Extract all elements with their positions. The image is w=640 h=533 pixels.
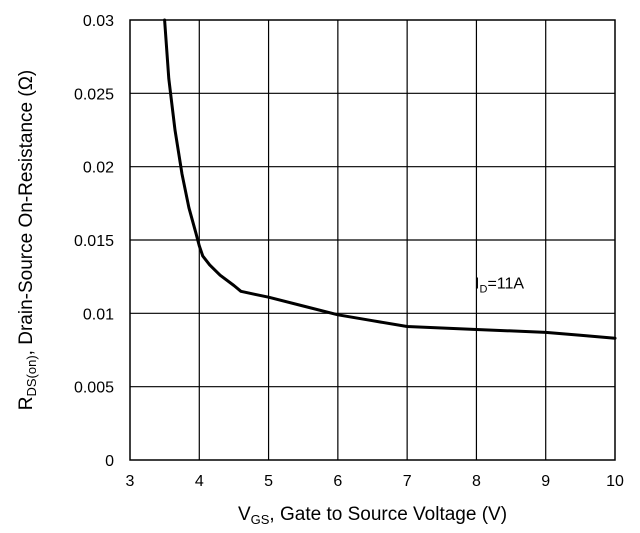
annotation: ID=11A xyxy=(475,275,524,295)
y-axis-label-rest: , Drain-Source On-Resistance (Ω) xyxy=(16,70,37,356)
y-tick-label: 0.025 xyxy=(74,86,114,103)
y-tick-label: 0.02 xyxy=(83,160,114,177)
x-axis-label-sub: GS xyxy=(251,512,270,527)
x-tick-label: 7 xyxy=(403,473,412,490)
y-tick-labels: 0 0.005 0.01 0.015 0.02 0.025 0.03 xyxy=(74,13,114,470)
y-axis-label-main: R xyxy=(16,397,37,411)
x-tick-label: 5 xyxy=(264,473,273,490)
y-tick-label: 0.01 xyxy=(83,306,114,323)
x-tick-label: 6 xyxy=(333,473,342,490)
annotation-main: I xyxy=(475,275,479,292)
y-tick-label: 0.03 xyxy=(83,13,114,30)
series-group xyxy=(163,18,617,340)
x-axis-label-main: V xyxy=(238,504,251,525)
x-tick-label: 10 xyxy=(606,473,624,490)
annotation-sub: D xyxy=(479,283,487,295)
y-axis-label-sub: DS(on) xyxy=(24,355,39,396)
series-line xyxy=(163,18,617,340)
x-tick-label: 3 xyxy=(126,473,135,490)
x-tick-label: 4 xyxy=(195,473,204,490)
y-tick-label: 0 xyxy=(105,453,114,470)
plot-frame xyxy=(129,19,616,461)
x-axis-label: VGS, Gate to Source Voltage (V) xyxy=(238,504,507,527)
y-axis-label: RDS(on), Drain-Source On-Resistance (Ω) xyxy=(16,70,39,411)
grid xyxy=(130,20,615,460)
x-axis-label-rest: , Gate to Source Voltage (V) xyxy=(269,504,507,525)
x-tick-labels: 3 4 5 6 7 8 9 10 xyxy=(126,473,624,490)
annotation-rest: =11A xyxy=(487,275,524,292)
y-tick-label: 0.015 xyxy=(74,233,114,250)
x-tick-label: 8 xyxy=(472,473,481,490)
y-tick-label: 0.005 xyxy=(74,380,114,397)
x-tick-label: 9 xyxy=(541,473,550,490)
